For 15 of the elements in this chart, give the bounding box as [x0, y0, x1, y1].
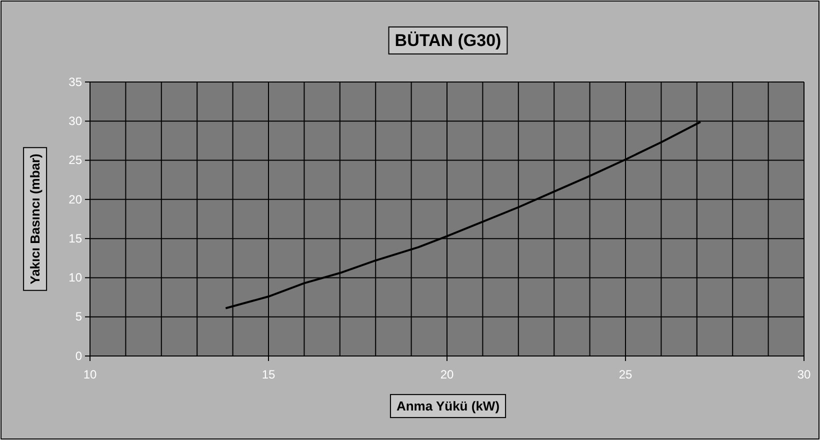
x-axis-title: Anma Yükü (kW) [396, 398, 500, 414]
x-tick-label: 25 [618, 367, 632, 382]
x-tick-label: 15 [262, 367, 276, 382]
x-tick-label: 20 [440, 367, 454, 382]
y-tick-label: 30 [68, 114, 82, 128]
y-tick-label: 25 [68, 153, 82, 168]
y-tick-label: 20 [68, 192, 82, 206]
y-tick-label: 35 [68, 74, 82, 89]
y-tick-label: 5 [75, 310, 82, 324]
chart-title: BÜTAN (G30) [394, 30, 502, 50]
y-tick-label: 10 [68, 270, 82, 285]
y-axis-title: Yakıcı Basıncı (mbar) [28, 154, 43, 284]
x-tick-label: 30 [797, 367, 811, 382]
y-tick-label: 15 [68, 231, 82, 246]
y-tick-label: 0 [75, 348, 82, 363]
